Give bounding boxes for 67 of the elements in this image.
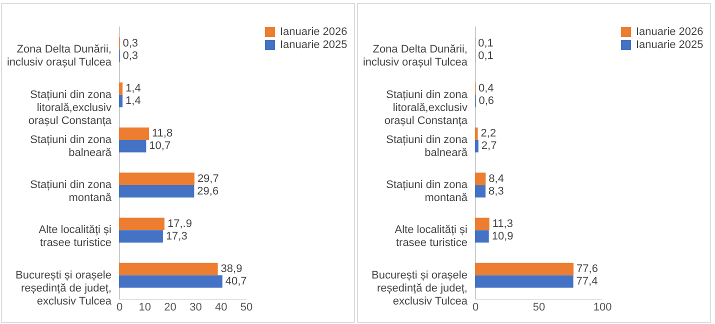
data-label: 2,2 — [480, 128, 496, 140]
data-label: 0,6 — [478, 95, 494, 108]
data-label: 0,3 — [122, 37, 138, 50]
y-tick-label: București și orașele reședință de județ, exclusiv Tulcea — [372, 269, 468, 308]
legend-label: Ianuarie 2026 — [280, 26, 348, 38]
data-label: 29,7 — [197, 172, 219, 185]
x-tick-label: 50 — [240, 302, 253, 314]
bar — [119, 218, 164, 230]
bar — [119, 94, 123, 108]
y-tick-label: Zona Delta Dunării, inclusiv orașul Tulcea — [362, 44, 468, 69]
data-label: 10,7 — [149, 140, 171, 152]
y-tick-label: Stațiuni din zona litorală,exclusiv orașul Constanța — [384, 88, 468, 127]
data-label: 1,4 — [126, 82, 141, 95]
data-label: 17,.9 — [167, 218, 192, 230]
y-tick-label: Alte localități și trasee turistice — [38, 224, 112, 250]
data-label: 77,6 — [576, 263, 598, 276]
data-label: 11,3 — [492, 218, 513, 230]
data-label: 77,4 — [576, 276, 598, 288]
data-label: 10,9 — [492, 230, 514, 242]
y-tick-label: București și orașele reședință de județ, exclusiv Tulcea — [16, 269, 112, 308]
data-label: 2,7 — [481, 140, 497, 152]
y-tick-label: Stațiuni din zona montană — [386, 179, 468, 204]
bar — [119, 140, 146, 152]
x-tick-label: 10 — [138, 302, 152, 314]
data-label: 0,3 — [122, 50, 138, 62]
y-tick-label: Stațiuni din zona litorală,exclusiv orașul Constanța — [28, 88, 112, 127]
data-label: 8,3 — [488, 185, 504, 198]
bar — [119, 185, 194, 198]
legend-label: Ianuarie 2026 — [636, 26, 704, 38]
x-tick-label: 30 — [190, 302, 202, 314]
bar — [475, 140, 478, 152]
x-tick-label: 20 — [164, 302, 176, 314]
bar — [119, 230, 163, 243]
bar — [119, 172, 194, 186]
data-label: 29,6 — [197, 185, 219, 198]
bar — [119, 262, 218, 276]
legend-label: Ianuarie 2025 — [280, 39, 348, 51]
x-tick-label: 0 — [116, 302, 123, 314]
data-label: 0,1 — [478, 50, 494, 62]
legend-label: Ianuarie 2025 — [636, 39, 704, 51]
bar — [119, 275, 222, 288]
data-label: 11,8 — [152, 128, 173, 140]
data-label: 1,4 — [126, 95, 141, 108]
data-label: 17,3 — [166, 230, 188, 242]
data-label: 0,1 — [478, 37, 494, 50]
y-tick-label: Stațiuni din zona balneară — [30, 134, 112, 159]
bar — [119, 128, 149, 140]
x-tick-label: 40 — [214, 302, 228, 314]
bar — [475, 230, 489, 243]
y-tick-label: Alte localități și trasee turistice — [394, 224, 468, 250]
x-tick-label: 100 — [593, 302, 612, 314]
y-tick-label: Stațiuni din zona balneară — [386, 134, 468, 159]
data-label: 38,9 — [220, 263, 242, 276]
bar — [119, 82, 123, 95]
data-label: 8,4 — [488, 172, 504, 185]
bar — [475, 262, 574, 276]
bar — [475, 128, 478, 140]
bar — [475, 218, 490, 230]
bar — [475, 185, 486, 198]
x-tick-label: 0 — [472, 302, 479, 314]
bar — [475, 172, 486, 186]
data-label: 0,4 — [478, 82, 494, 95]
data-label: 40,7 — [225, 276, 247, 288]
y-tick-label: Zona Delta Dunării, inclusiv orașul Tulcea — [6, 44, 112, 69]
x-tick-label: 50 — [532, 302, 546, 314]
y-tick-label: Stațiuni din zona montană — [30, 179, 112, 204]
bar — [475, 275, 574, 288]
